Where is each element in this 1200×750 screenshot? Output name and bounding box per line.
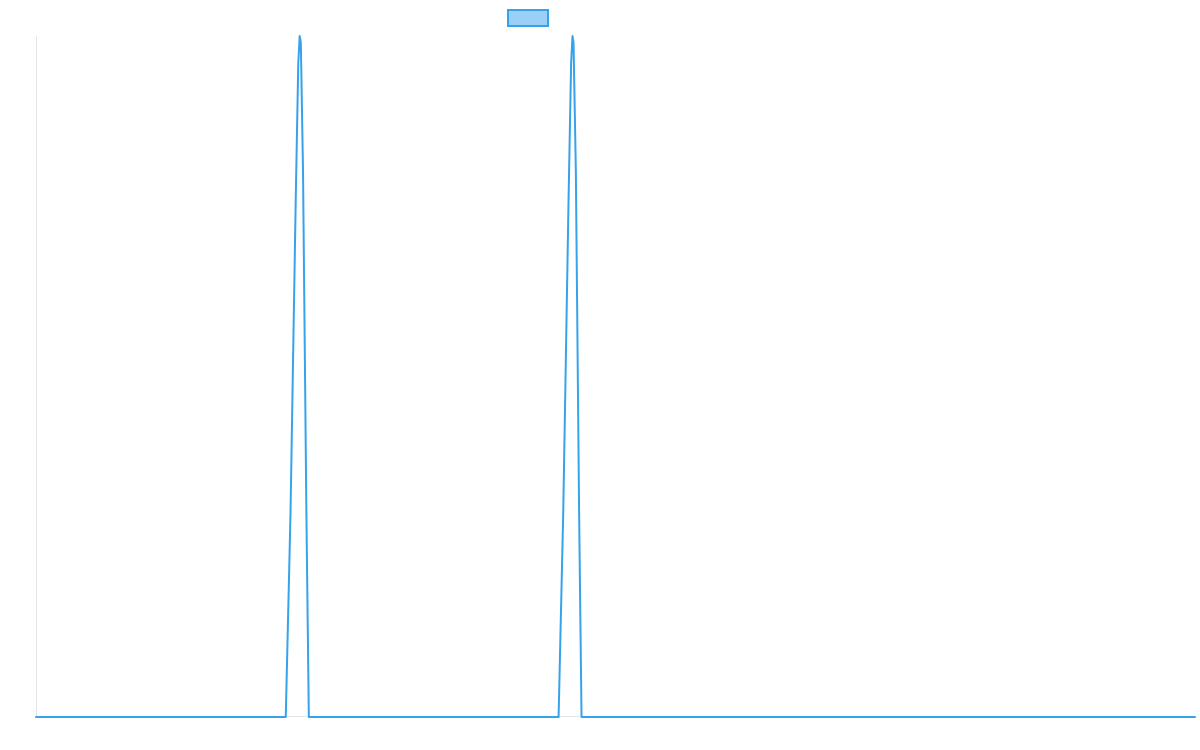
legend-swatch-0[interactable] [507,9,549,27]
series-layer [35,35,1196,718]
series-line-0 [35,35,1196,718]
legend[interactable] [507,9,549,27]
chart-axes [36,36,1195,717]
